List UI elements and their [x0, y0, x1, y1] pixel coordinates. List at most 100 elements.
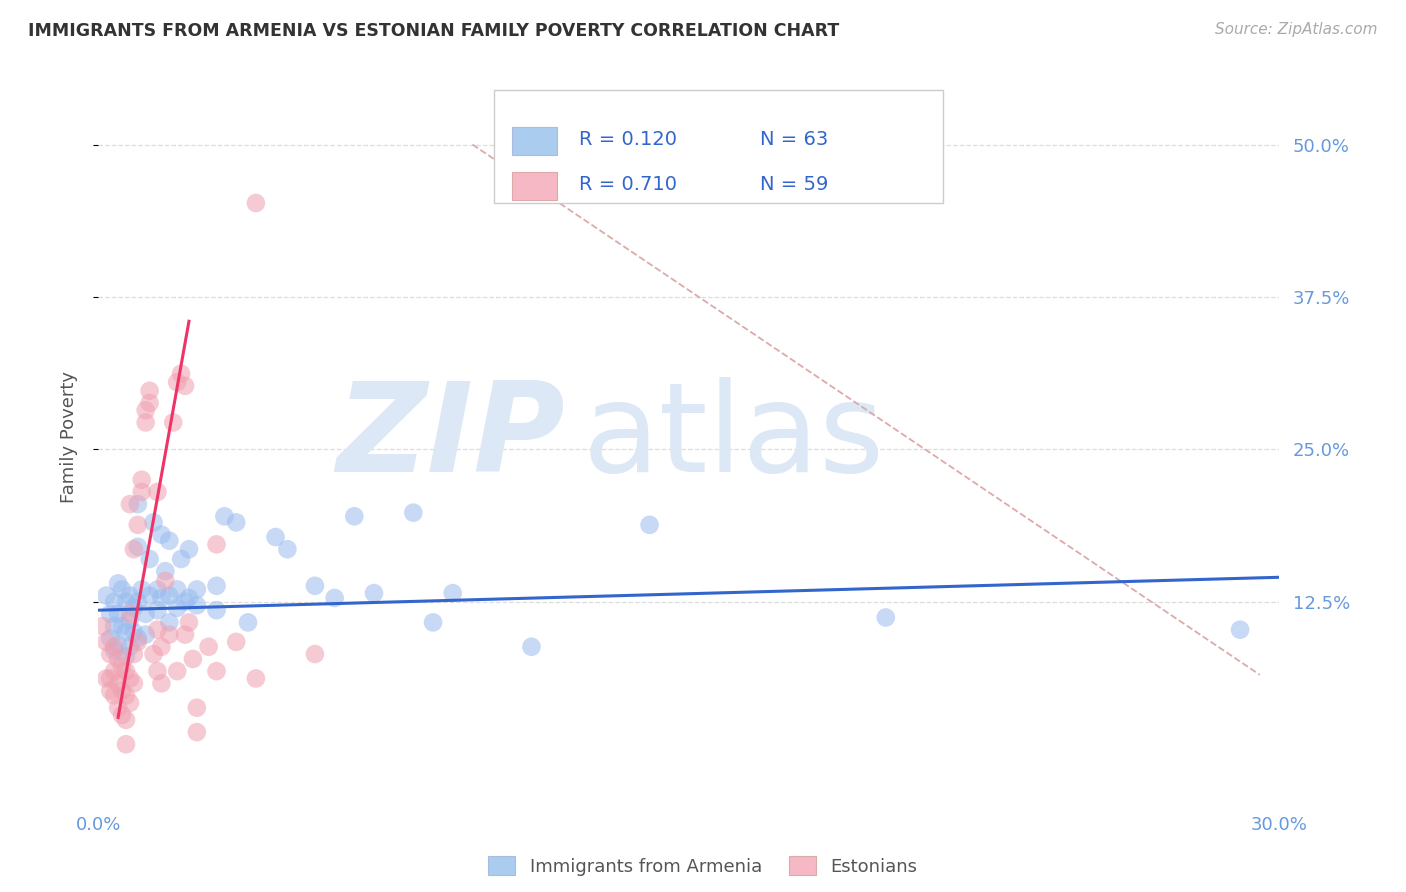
Point — [111, 708, 134, 723]
Point — [122, 625, 145, 640]
Point — [146, 664, 169, 678]
Point — [107, 576, 129, 591]
Text: ZIP: ZIP — [336, 376, 565, 498]
Point — [122, 542, 145, 557]
Point — [170, 367, 193, 381]
Point — [103, 619, 125, 633]
Point — [177, 591, 200, 605]
Legend: Immigrants from Armenia, Estonians: Immigrants from Armenia, Estonians — [481, 849, 925, 883]
Point — [146, 603, 169, 617]
Point — [155, 564, 177, 578]
Point — [111, 659, 134, 673]
Point — [107, 676, 129, 690]
Point — [107, 652, 129, 666]
Point — [150, 527, 173, 541]
Point — [157, 627, 180, 641]
Point — [138, 384, 160, 398]
Point — [245, 672, 267, 686]
Point — [142, 516, 165, 530]
Point — [115, 594, 138, 608]
Point — [157, 615, 180, 630]
Point — [122, 647, 145, 661]
Point — [131, 473, 153, 487]
Point — [103, 594, 125, 608]
Point — [103, 664, 125, 678]
Point — [111, 582, 134, 597]
Point — [91, 619, 114, 633]
Point — [103, 689, 125, 703]
Point — [131, 582, 153, 597]
Point — [135, 607, 157, 621]
Point — [135, 416, 157, 430]
Point — [1229, 623, 1251, 637]
Point — [118, 607, 141, 621]
Text: R = 0.120: R = 0.120 — [579, 130, 678, 149]
Point — [441, 586, 464, 600]
Point — [166, 664, 188, 678]
Text: atlas: atlas — [582, 376, 884, 498]
Point — [205, 537, 228, 551]
Point — [127, 497, 149, 511]
Point — [115, 649, 138, 664]
Text: N = 59: N = 59 — [759, 176, 828, 194]
Point — [205, 664, 228, 678]
FancyBboxPatch shape — [512, 127, 557, 154]
Point — [111, 683, 134, 698]
Point — [205, 603, 228, 617]
Point — [214, 509, 236, 524]
Point — [638, 517, 661, 532]
Point — [122, 600, 145, 615]
Point — [127, 635, 149, 649]
Point — [150, 591, 173, 605]
Point — [186, 725, 208, 739]
Point — [166, 600, 188, 615]
Point — [166, 376, 188, 390]
Point — [174, 594, 197, 608]
Point — [157, 589, 180, 603]
Point — [135, 627, 157, 641]
Point — [146, 485, 169, 500]
Point — [96, 672, 118, 686]
Point — [236, 615, 259, 630]
Point — [186, 700, 208, 714]
Point — [127, 632, 149, 646]
Point — [98, 607, 121, 621]
Point — [103, 643, 125, 657]
Point — [264, 530, 287, 544]
Point — [131, 485, 153, 500]
Point — [142, 647, 165, 661]
Point — [138, 552, 160, 566]
Point — [177, 542, 200, 557]
Point — [225, 516, 247, 530]
Point — [166, 582, 188, 597]
Point — [98, 647, 121, 661]
Point — [323, 591, 346, 605]
Point — [115, 737, 138, 751]
Point — [174, 627, 197, 641]
Point — [118, 696, 141, 710]
Point — [402, 506, 425, 520]
Point — [115, 713, 138, 727]
Point — [245, 196, 267, 211]
Point — [107, 607, 129, 621]
Point — [181, 652, 204, 666]
Point — [225, 635, 247, 649]
Point — [205, 579, 228, 593]
Point — [96, 635, 118, 649]
Point — [150, 640, 173, 654]
Point — [157, 533, 180, 548]
Point — [122, 676, 145, 690]
Point — [146, 623, 169, 637]
FancyBboxPatch shape — [494, 90, 943, 203]
Point — [363, 586, 385, 600]
Point — [177, 615, 200, 630]
Text: N = 63: N = 63 — [759, 130, 828, 149]
Text: Source: ZipAtlas.com: Source: ZipAtlas.com — [1215, 22, 1378, 37]
Point — [111, 619, 134, 633]
Point — [276, 542, 298, 557]
Point — [135, 403, 157, 417]
Point — [197, 640, 219, 654]
Point — [304, 647, 326, 661]
Point — [118, 613, 141, 627]
Point — [174, 379, 197, 393]
